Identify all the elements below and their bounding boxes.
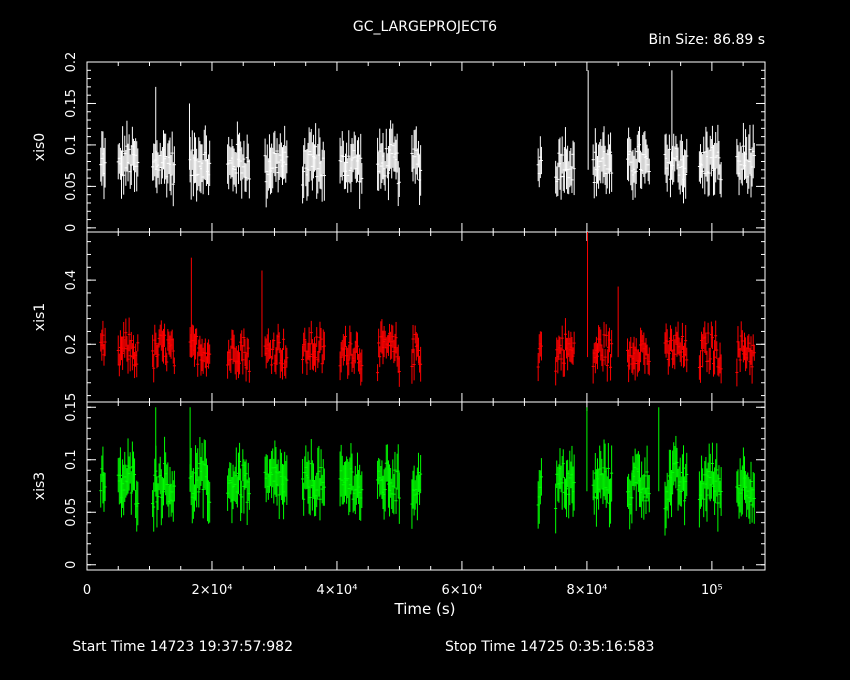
panel-xis3: 0 0.05 0.1 0.15 xis3 xyxy=(32,393,766,571)
bin-size-label: Bin Size: 86.89 s xyxy=(648,32,765,48)
panels: 0 0.05 0.1 0.15 0.2 xis0 0.2 0.4 xis1 0 0.05 0.1 0.1… xyxy=(32,52,766,571)
y-tick-label: 0.4 xyxy=(64,270,79,291)
series-xis1 xyxy=(99,232,756,387)
y-tick-label: 0.1 xyxy=(64,449,79,470)
x-axis-label: Time (s) xyxy=(394,600,456,618)
series-xis3 xyxy=(99,407,756,536)
panel-xis0: 0 0.05 0.1 0.15 0.2 xis0 xyxy=(32,52,766,233)
x-tick-label: 10⁵ xyxy=(701,583,723,598)
y-tick-label: 0.2 xyxy=(64,334,79,355)
y-tick-label: 0.2 xyxy=(64,52,79,73)
x-tick-label: 2×10⁴ xyxy=(192,583,233,598)
y-axis-label: xis1 xyxy=(32,303,48,331)
y-tick-label: 0.15 xyxy=(64,89,79,118)
y-tick-label: 0 xyxy=(64,224,79,232)
y-axis-label: xis3 xyxy=(32,472,48,500)
x-tick-label: 0 xyxy=(83,583,91,598)
y-tick-label: 0.1 xyxy=(64,135,79,156)
y-tick-label: 0.15 xyxy=(64,393,79,422)
start-time-label: Start Time 14723 19:37:57:982 xyxy=(72,639,293,655)
panel-xis1: 0.2 0.4 xis1 xyxy=(32,231,766,403)
y-axis-label: xis0 xyxy=(32,133,48,161)
x-tick-label: 8×10⁴ xyxy=(566,583,607,598)
series-xis0 xyxy=(99,70,756,209)
stop-time-label: Stop Time 14725 0:35:16:583 xyxy=(445,639,654,655)
panel-frame xyxy=(86,401,766,571)
x-tick-label: 4×10⁴ xyxy=(316,583,357,598)
y-tick-label: 0.05 xyxy=(64,498,79,527)
y-tick-label: 0.05 xyxy=(64,172,79,201)
y-tick-label: 0 xyxy=(64,561,79,569)
panel-frame xyxy=(86,61,766,233)
x-tick-label: 6×10⁴ xyxy=(441,583,482,598)
chart-title: GC_LARGEPROJECT6 xyxy=(353,19,497,35)
x-axis: 0 2×10⁴ 4×10⁴ 6×10⁴ 8×10⁴ 10⁵ xyxy=(83,583,723,598)
panel-frame xyxy=(86,231,766,403)
